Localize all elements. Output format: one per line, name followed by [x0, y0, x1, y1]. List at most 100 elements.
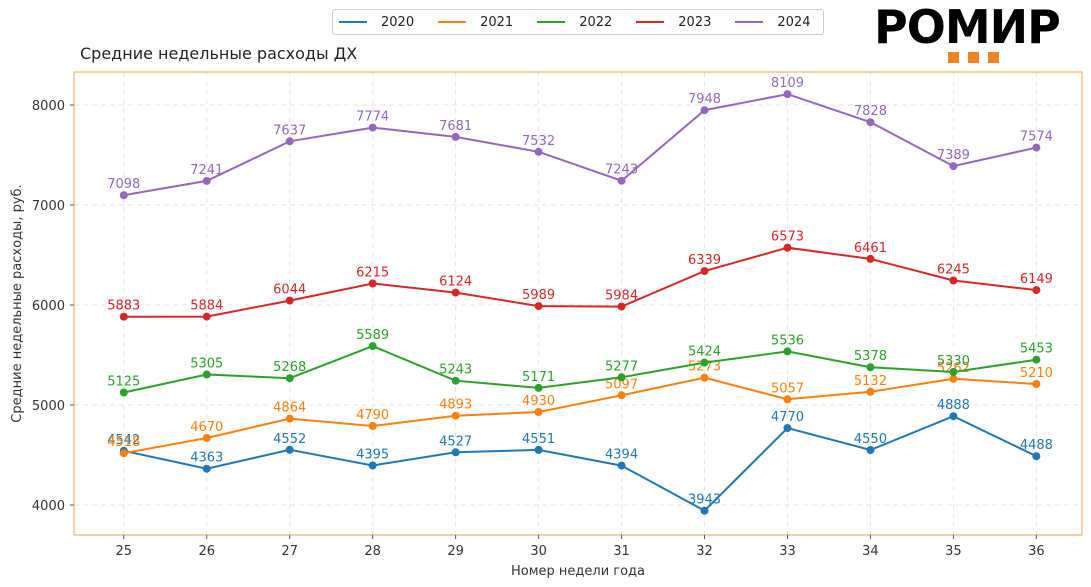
- data-point: [700, 267, 709, 276]
- data-label: 7637: [273, 123, 306, 138]
- data-point: [202, 434, 211, 442]
- data-label: 4395: [356, 448, 389, 463]
- y-tick-label: 8000: [32, 99, 65, 114]
- data-label: 5453: [1020, 342, 1053, 357]
- data-label: 4864: [273, 401, 306, 416]
- data-label: 7774: [356, 110, 389, 125]
- series-2022: 5125 5305 5268 5589 5243 5171 5277 5424 5536 5378…: [107, 328, 1053, 397]
- data-point: [1032, 380, 1041, 388]
- x-tick-label: 36: [1028, 544, 1045, 559]
- logo-square: [988, 52, 999, 63]
- legend-swatch: [339, 21, 367, 23]
- y-tick-label: 6000: [32, 299, 65, 314]
- data-label: 7243: [605, 163, 638, 178]
- series-line: [123, 93, 1037, 197]
- data-point: [534, 445, 543, 454]
- data-label: 5277: [605, 359, 638, 374]
- series-line: [123, 376, 1037, 455]
- data-point: [534, 408, 543, 416]
- data-point: [451, 132, 460, 141]
- data-label: 5268: [273, 360, 306, 375]
- data-label: 4518: [107, 435, 140, 450]
- y-tick-label: 7000: [32, 199, 65, 214]
- x-tick-label: 35: [945, 544, 962, 559]
- logo-text: РОМИР: [874, 0, 1061, 54]
- data-point: [202, 312, 211, 321]
- data-point: [949, 276, 958, 285]
- data-label: 6573: [771, 230, 804, 245]
- series-2023: 5883 5884 6044 6215 6124 5989 5984 6339 6573 6461…: [107, 230, 1053, 321]
- y-tick-label: 5000: [32, 399, 65, 414]
- data-point: [1032, 452, 1041, 461]
- series-line: [123, 415, 1037, 512]
- data-label: 4527: [439, 434, 472, 449]
- logo-square: [948, 52, 959, 63]
- data-point: [617, 373, 626, 382]
- data-point: [368, 342, 377, 351]
- data-point: [783, 90, 792, 99]
- data-label: 5305: [190, 357, 223, 372]
- data-label: 4930: [522, 394, 555, 409]
- data-point: [949, 374, 958, 383]
- legend-item: 2024: [735, 15, 810, 30]
- data-label: 5132: [854, 374, 887, 389]
- data-point: [700, 106, 709, 115]
- data-label: 3943: [688, 493, 721, 508]
- data-point: [202, 370, 211, 379]
- legend-swatch: [735, 21, 764, 23]
- data-label: 5883: [107, 299, 140, 314]
- x-tick-label: 30: [530, 544, 547, 559]
- data-label: 5378: [854, 349, 887, 364]
- chart-title: Средние недельные расходы ДХ: [80, 44, 357, 63]
- data-label: 8109: [771, 76, 804, 91]
- data-label: 7532: [522, 134, 555, 149]
- x-tick-label: 29: [447, 544, 464, 559]
- data-label: 5989: [522, 288, 555, 303]
- data-point: [368, 123, 377, 132]
- data-label: 4790: [356, 408, 389, 423]
- data-point: [285, 414, 294, 423]
- x-axis-label: Номер недели года: [511, 564, 645, 579]
- data-point: [534, 383, 543, 392]
- data-point: [866, 363, 875, 372]
- data-point: [783, 347, 792, 356]
- data-label: 5536: [771, 333, 804, 348]
- data-label: 6245: [937, 263, 970, 278]
- data-label: 5330: [937, 354, 970, 369]
- series-2020: 4542 4363 4552 4395 4527 4551 4394 3943 4770 4550…: [107, 398, 1053, 515]
- data-label: 6461: [854, 241, 887, 256]
- data-point: [368, 461, 377, 470]
- data-point: [700, 358, 709, 367]
- data-label: 7241: [190, 163, 223, 178]
- legend-label: 2023: [678, 14, 712, 30]
- data-label: 7948: [688, 92, 721, 107]
- series-line: [123, 345, 1037, 394]
- data-label: 6215: [356, 266, 389, 281]
- data-label: 6044: [273, 283, 306, 298]
- legend-item: 2022: [537, 15, 612, 30]
- data-point: [368, 279, 377, 288]
- x-tick-label: 34: [862, 544, 879, 559]
- data-point: [1032, 355, 1041, 364]
- data-point: [700, 506, 709, 515]
- data-point: [617, 176, 626, 185]
- data-label: 4552: [273, 432, 306, 447]
- data-label: 4394: [605, 448, 638, 463]
- data-point: [949, 412, 958, 421]
- data-label: 7574: [1020, 130, 1053, 145]
- data-label: 5171: [522, 370, 555, 385]
- data-label: 4488: [1020, 438, 1053, 453]
- data-point: [285, 296, 294, 305]
- data-label: 5884: [190, 299, 223, 314]
- data-point: [534, 302, 543, 311]
- legend-label: 2021: [480, 14, 514, 30]
- data-point: [534, 147, 543, 156]
- data-point: [1032, 286, 1041, 295]
- data-label: 5243: [439, 363, 472, 378]
- data-point: [617, 391, 626, 400]
- data-point: [783, 424, 792, 432]
- data-point: [285, 137, 294, 146]
- data-point: [866, 446, 875, 454]
- data-label: 4363: [190, 451, 223, 466]
- data-label: 7828: [854, 104, 887, 119]
